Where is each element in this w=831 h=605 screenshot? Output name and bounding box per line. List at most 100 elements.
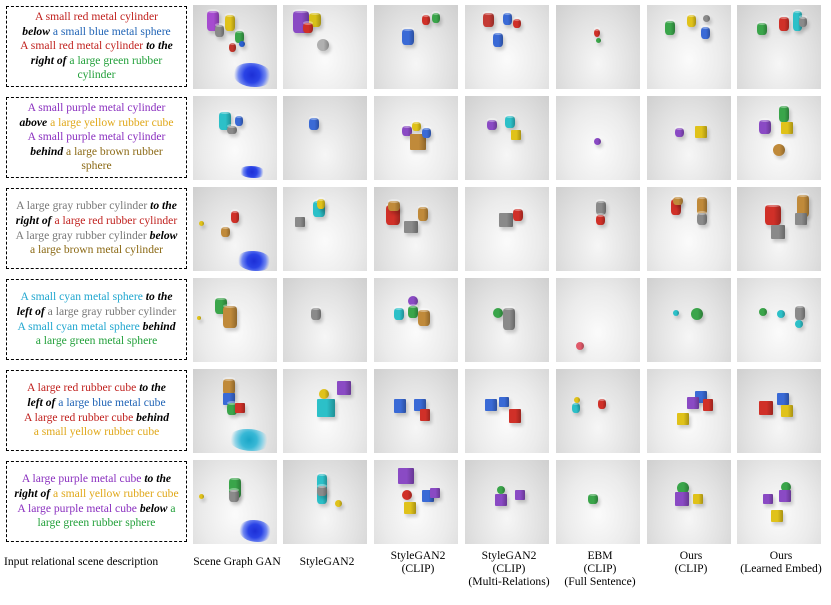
description-line: A small red metal cylinder to the [20, 39, 173, 54]
column-label-1: Scene Graph GAN [189, 555, 285, 568]
cylinder-object [799, 15, 807, 27]
description-line: A large red rubber cube to the [24, 381, 169, 396]
generated-image-r4-c3 [374, 278, 458, 362]
sphere-object [777, 310, 785, 318]
object-phrase: a large yellow rubber cube [47, 115, 174, 129]
sphere-object [594, 138, 601, 145]
relation-keyword: behind [133, 410, 169, 424]
scene-description-row-6: A large purple metal cube to the right of… [6, 461, 187, 542]
cube-object [235, 403, 245, 413]
cylinder-object [422, 13, 430, 25]
sphere-object [781, 482, 791, 492]
column-label-line: (CLIP) [583, 562, 617, 576]
generated-image-r5-c2 [283, 369, 367, 453]
object-phrase: A small red metal cylinder [20, 39, 144, 53]
object-phrase: A small purple metal cylinder [27, 130, 166, 144]
relation-keyword: below [136, 501, 168, 515]
cube-object [795, 213, 807, 225]
cylinder-object [513, 207, 523, 221]
relation-keyword: below [146, 228, 178, 242]
generated-image-r2-c5 [556, 96, 640, 180]
cylinder-object [231, 209, 239, 223]
generated-image-r6-c2 [283, 460, 367, 544]
description-line: above a large yellow rubber cube [20, 116, 174, 131]
sphere-object [319, 389, 329, 399]
cylinder-object [388, 199, 400, 211]
relation-keyword: above [19, 115, 48, 129]
generated-image-r6-c6 [647, 460, 731, 544]
description-line: right of a large green rubber [20, 54, 173, 69]
generated-image-r1-c7 [737, 5, 821, 89]
sphere-object [497, 486, 505, 494]
cylinder-object [797, 193, 809, 217]
generated-image-r1-c2 [283, 5, 367, 89]
column-label-line: (Learned Embed) [740, 562, 822, 576]
cylinder-object [225, 13, 235, 31]
sphere-object [691, 308, 703, 320]
generated-image-r5-c7 [737, 369, 821, 453]
column-label-line: (CLIP) [674, 562, 708, 576]
description-line: A large purple metal cube below a [14, 502, 178, 517]
column-label-line: Ours [679, 549, 703, 562]
sphere-object [197, 316, 201, 320]
description-line: right of a large red rubber cylinder [16, 214, 178, 229]
generated-image-r5-c4 [465, 369, 549, 453]
sphere-object [703, 15, 710, 22]
cylinder-object [227, 124, 237, 134]
generated-image-r4-c5 [556, 278, 640, 362]
description-line: below a small blue metal sphere [20, 25, 173, 40]
description-line: large green rubber sphere [14, 516, 178, 531]
generated-image-r3-c1 [193, 187, 277, 271]
row-axis-label: Input relational scene description [4, 555, 159, 568]
description-line: left of a large gray rubber cylinder [17, 305, 176, 320]
cylinder-object [412, 120, 421, 131]
generated-image-r3-c5 [556, 187, 640, 271]
generated-image-r5-c5 [556, 369, 640, 453]
cylinder-object [221, 225, 230, 237]
description-line: sphere [20, 159, 174, 174]
cylinder-object [402, 124, 412, 136]
cylinder-object [402, 27, 414, 45]
cube-object [394, 399, 406, 413]
cylinder-object [418, 205, 428, 221]
relation-keyword: right of [30, 53, 67, 67]
sphere-object [402, 490, 412, 500]
generated-image-r5-c6 [647, 369, 731, 453]
column-label-line: (Full Sentence) [564, 575, 636, 589]
column-label-line: (Multi-Relations) [468, 575, 550, 589]
cube-object [317, 399, 335, 417]
cylinder-object [665, 19, 675, 35]
cylinder-object [408, 304, 418, 318]
cube-object [499, 213, 513, 227]
relation-keyword: behind [30, 144, 64, 158]
cube-object [495, 494, 507, 506]
generated-image-r3-c3 [374, 187, 458, 271]
cube-object [675, 492, 689, 506]
object-phrase: A small cyan metal sphere [17, 319, 140, 333]
sphere-object [408, 296, 418, 306]
description-line: behind a large brown rubber [20, 145, 174, 160]
cylinder-object [317, 484, 327, 496]
sphere-object [795, 320, 803, 328]
cylinder-object [223, 377, 235, 395]
object-phrase: large green rubber sphere [37, 516, 156, 530]
sphere-object [773, 144, 785, 156]
cylinder-object [309, 116, 319, 130]
object-phrase: a large blue metal cube [55, 395, 166, 409]
column-label-4: StyleGAN2 (CLIP) (Multi-Relations) [461, 549, 557, 589]
cube-object [771, 510, 783, 522]
column-label-line: StyleGAN2 [299, 555, 355, 568]
column-label-line: (CLIP) [401, 562, 435, 576]
relation-keyword: left of [16, 304, 45, 318]
cube-object [695, 126, 707, 138]
relation-keyword: left of [27, 395, 56, 409]
noise-artifact [229, 429, 269, 451]
cylinder-object [235, 29, 244, 43]
generated-image-r1-c4 [465, 5, 549, 89]
scene-description-row-5: A large red rubber cube to the left of a … [6, 370, 187, 451]
cylinder-object [765, 203, 781, 225]
generated-image-r3-c4 [465, 187, 549, 271]
generated-image-r2-c6 [647, 96, 731, 180]
cube-object [410, 134, 426, 150]
cylinder-object [675, 126, 684, 137]
